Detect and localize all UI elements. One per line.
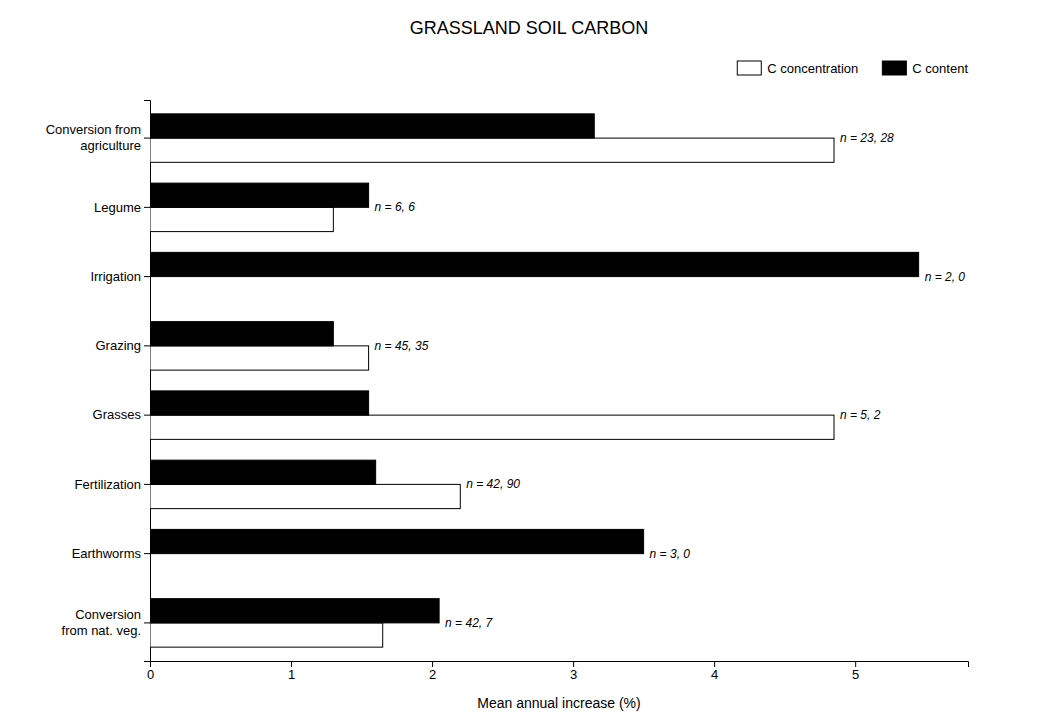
x-tick: 3 bbox=[570, 661, 577, 682]
y-tick-mark bbox=[144, 484, 150, 485]
bar bbox=[150, 183, 369, 207]
y-tick-label: Legume bbox=[94, 200, 141, 215]
legend-item: C content bbox=[882, 61, 968, 76]
y-tick: Grasses bbox=[93, 407, 150, 422]
y-tick-label-line: Grazing bbox=[95, 338, 141, 353]
y-tick-label: Fertilization bbox=[75, 477, 141, 492]
y-tick-mark bbox=[144, 276, 150, 277]
y-tick-label-line: Conversion bbox=[75, 607, 141, 622]
legend-item: C concentration bbox=[737, 61, 858, 76]
x-tick: 4 bbox=[711, 661, 718, 682]
y-axis: Conversion fromagriculture Legume Irrigati… bbox=[46, 101, 151, 662]
y-tick-label-line: Legume bbox=[94, 200, 141, 215]
y-tick-label-line: Fertilization bbox=[75, 477, 141, 492]
x-axis-line bbox=[151, 662, 969, 668]
legend: C concentration C content bbox=[737, 61, 968, 76]
x-tick: 1 bbox=[288, 661, 295, 682]
y-tick-label: Earthworms bbox=[72, 546, 142, 561]
y-tick-label-line: agriculture bbox=[80, 138, 141, 153]
x-tick-label: 3 bbox=[570, 667, 577, 682]
bar-series bbox=[150, 114, 919, 623]
y-tick-label-line: Conversion from bbox=[46, 122, 141, 137]
y-tick-label: Irrigation bbox=[90, 269, 141, 284]
bar bbox=[150, 277, 151, 301]
bar bbox=[150, 415, 834, 439]
bar bbox=[150, 529, 644, 553]
y-axis-line bbox=[144, 101, 151, 662]
x-tick: 5 bbox=[852, 661, 859, 682]
x-tick-label: 5 bbox=[852, 667, 859, 682]
x-axis: 0 1 2 3 4 5 bbox=[147, 661, 969, 682]
x-tick-mark bbox=[432, 661, 433, 667]
y-tick: Fertilization bbox=[75, 477, 150, 492]
annotation: n = 3, 0 bbox=[650, 547, 691, 561]
x-tick-mark bbox=[291, 661, 292, 667]
annotation: n = 5, 2 bbox=[840, 408, 881, 422]
y-tick-mark bbox=[144, 345, 150, 346]
y-tick: Irrigation bbox=[90, 269, 150, 284]
bar bbox=[150, 322, 333, 346]
bar-series bbox=[150, 138, 834, 647]
annotation: n = 6, 6 bbox=[375, 200, 416, 214]
x-tick-label: 0 bbox=[147, 667, 154, 682]
y-tick: Conversion fromagriculture bbox=[46, 122, 150, 153]
bar bbox=[150, 252, 919, 276]
y-tick-label-line: Irrigation bbox=[90, 269, 141, 284]
y-tick-mark bbox=[144, 207, 150, 208]
bar bbox=[150, 391, 369, 415]
bar bbox=[150, 114, 594, 138]
x-tick-label: 4 bbox=[711, 667, 718, 682]
annotations: n = 23, 28 n = 6, 6 n = 2, 0 n = 45, 35 n = … bbox=[375, 131, 966, 630]
y-tick-mark bbox=[144, 553, 150, 554]
y-tick-mark bbox=[144, 138, 150, 139]
y-tick-label: Grasses bbox=[93, 407, 142, 422]
y-tick: Legume bbox=[94, 200, 150, 215]
bar bbox=[150, 484, 460, 508]
bar bbox=[150, 554, 151, 578]
x-axis-label: Mean annual increase (%) bbox=[477, 695, 640, 711]
chart-container: 0 1 2 3 4 5 Conversion fromagriculture Legume Ir… bbox=[0, 0, 1058, 726]
y-tick-mark bbox=[144, 415, 150, 416]
bar bbox=[150, 623, 383, 647]
annotation: n = 45, 35 bbox=[375, 339, 429, 353]
y-tick-label-line: Grasses bbox=[93, 407, 142, 422]
y-tick: Grazing bbox=[95, 338, 150, 353]
legend-swatch bbox=[737, 61, 761, 75]
bar bbox=[150, 599, 439, 623]
y-tick-label-line: Earthworms bbox=[72, 546, 142, 561]
bar bbox=[150, 460, 376, 484]
y-tick: Conversionfrom nat. veg. bbox=[62, 607, 150, 638]
legend-swatch bbox=[882, 61, 906, 75]
legend-label: C content bbox=[912, 61, 968, 76]
title: GRASSLAND SOIL CARBON bbox=[410, 18, 648, 38]
y-tick-label: Conversionfrom nat. veg. bbox=[62, 607, 141, 638]
y-tick-label-line: from nat. veg. bbox=[62, 623, 141, 638]
x-tick-label: 2 bbox=[429, 667, 436, 682]
y-tick-mark bbox=[144, 622, 150, 623]
x-tick: 2 bbox=[429, 661, 436, 682]
chart-svg: 0 1 2 3 4 5 Conversion fromagriculture Legume Ir… bbox=[0, 0, 1058, 726]
annotation: n = 23, 28 bbox=[840, 131, 894, 145]
x-tick: 0 bbox=[147, 661, 154, 682]
background bbox=[0, 0, 1058, 726]
bars bbox=[150, 114, 919, 647]
x-tick-mark bbox=[855, 661, 856, 667]
x-tick-mark bbox=[714, 661, 715, 667]
x-tick-label: 1 bbox=[288, 667, 295, 682]
y-tick-label: Grazing bbox=[95, 338, 141, 353]
y-tick: Earthworms bbox=[72, 546, 150, 561]
bar bbox=[150, 207, 333, 231]
plot-area: 0 1 2 3 4 5 Conversion fromagriculture Legume Ir… bbox=[46, 101, 969, 683]
bar bbox=[150, 346, 369, 370]
bar bbox=[150, 138, 834, 162]
annotation: n = 2, 0 bbox=[925, 270, 966, 284]
y-tick-label: Conversion fromagriculture bbox=[46, 122, 141, 153]
annotation: n = 42, 7 bbox=[445, 616, 493, 630]
annotation: n = 42, 90 bbox=[466, 477, 520, 491]
x-tick-mark bbox=[573, 661, 574, 667]
legend-label: C concentration bbox=[767, 61, 858, 76]
